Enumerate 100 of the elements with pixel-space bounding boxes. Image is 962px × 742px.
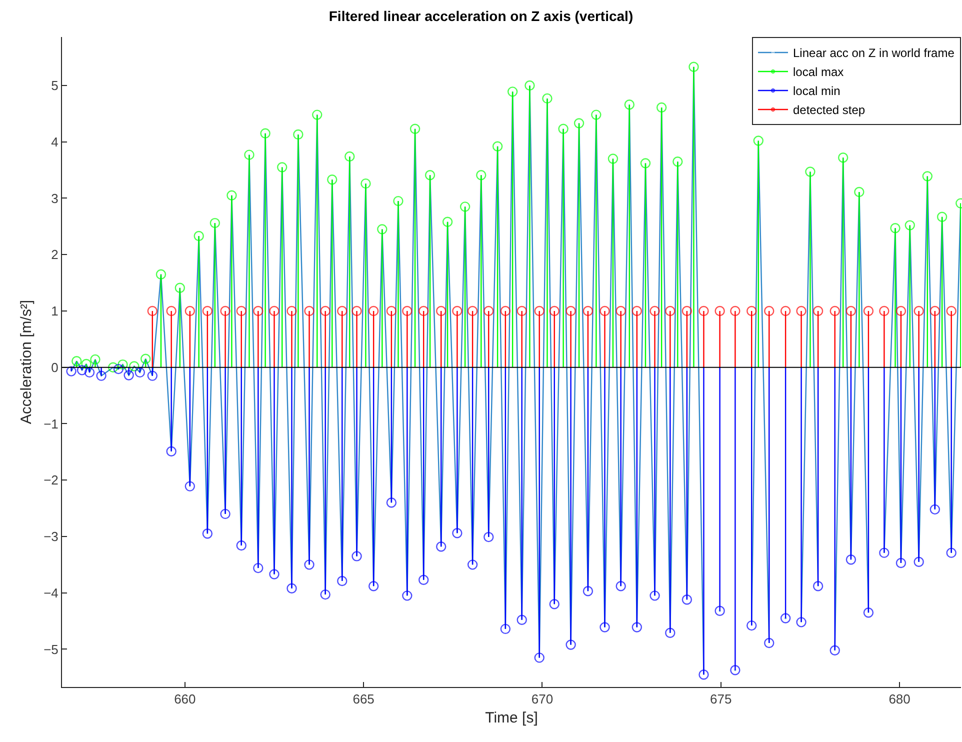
y-tick-label: −4	[44, 585, 58, 600]
point	[764, 306, 774, 316]
point	[549, 599, 560, 610]
y-tick-label: −5	[44, 642, 58, 657]
point	[936, 212, 948, 222]
point	[113, 364, 124, 374]
point	[640, 158, 651, 168]
point	[368, 306, 379, 316]
point	[352, 551, 362, 562]
point	[386, 306, 397, 316]
point	[890, 223, 900, 234]
y-tick-label: 3	[51, 190, 58, 206]
point	[386, 498, 397, 508]
point	[147, 370, 158, 381]
point	[269, 569, 280, 580]
point	[147, 306, 158, 316]
point	[714, 306, 725, 316]
point	[730, 306, 740, 316]
point	[780, 306, 791, 316]
point	[210, 218, 220, 228]
point	[424, 170, 436, 180]
point	[202, 528, 213, 539]
point	[84, 367, 95, 378]
point	[730, 664, 740, 676]
point	[220, 508, 230, 520]
point	[244, 150, 254, 160]
y-tick-label: 4	[51, 134, 58, 150]
point	[166, 446, 176, 456]
point	[96, 370, 106, 381]
point	[698, 670, 709, 680]
point	[672, 156, 683, 167]
point	[436, 306, 446, 316]
y-tick-label: 2	[51, 247, 58, 262]
point	[460, 202, 470, 212]
point	[846, 306, 856, 316]
point	[764, 638, 774, 648]
x-tick-label: 660	[174, 692, 196, 707]
point	[260, 128, 270, 138]
y-tick-label: 1	[51, 304, 58, 319]
point	[507, 86, 518, 97]
y-tick-label: 0	[51, 360, 58, 375]
point	[656, 102, 667, 113]
point	[600, 306, 610, 316]
point	[665, 628, 676, 638]
point	[226, 190, 237, 201]
point	[846, 554, 856, 565]
x-tick-label: 665	[352, 692, 374, 707]
point	[534, 652, 544, 663]
point	[542, 93, 552, 104]
point	[467, 560, 478, 570]
point	[812, 580, 824, 592]
point	[352, 306, 362, 316]
point	[129, 361, 140, 372]
point	[854, 186, 864, 198]
point	[698, 306, 709, 316]
y-tick-label: −3	[44, 529, 58, 544]
point	[616, 306, 626, 316]
point	[118, 359, 128, 370]
point	[566, 306, 576, 316]
point	[946, 306, 956, 316]
point	[337, 306, 348, 316]
point	[293, 129, 304, 140]
point	[108, 362, 118, 372]
point	[558, 124, 568, 134]
point	[830, 306, 840, 316]
point	[838, 152, 848, 163]
point	[863, 306, 874, 316]
point	[714, 606, 725, 616]
point	[90, 354, 100, 365]
point	[682, 594, 692, 605]
point	[591, 110, 602, 120]
point	[632, 622, 642, 632]
point	[436, 542, 446, 552]
point	[66, 366, 76, 376]
point	[922, 171, 933, 182]
point	[914, 306, 924, 316]
point	[624, 100, 635, 110]
point	[682, 306, 692, 316]
point	[796, 306, 806, 316]
point	[516, 614, 527, 626]
point	[184, 306, 196, 316]
legend-label: local min	[793, 84, 840, 98]
legend-label: Linear acc on Z in world frame	[793, 46, 955, 60]
point	[746, 620, 757, 631]
point	[184, 481, 196, 492]
point	[566, 640, 576, 650]
legend-label: detected step	[793, 103, 866, 118]
point	[484, 532, 494, 542]
point	[582, 306, 594, 316]
point	[452, 306, 462, 316]
point	[312, 110, 322, 120]
point	[608, 154, 618, 164]
point	[286, 583, 297, 594]
point	[516, 306, 527, 316]
point	[253, 562, 264, 574]
point	[81, 358, 92, 370]
point	[930, 504, 940, 515]
point	[236, 306, 246, 316]
point	[484, 306, 494, 316]
point	[665, 306, 676, 316]
